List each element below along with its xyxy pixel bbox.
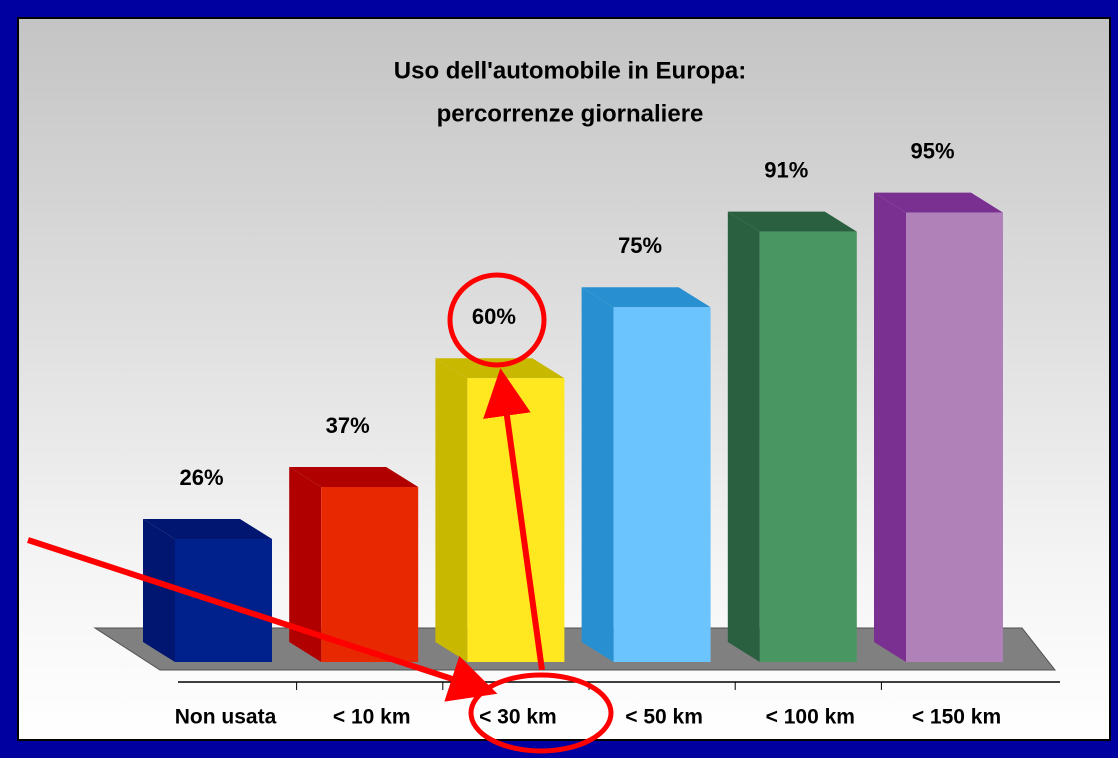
annotations: [27, 272, 614, 754]
bar-top: [143, 519, 272, 540]
bar-side: [289, 466, 322, 662]
bar-side: [143, 519, 175, 662]
bar-top: [581, 287, 711, 308]
bar-top: [874, 192, 1003, 213]
bar-side: [727, 211, 760, 662]
bar: [175, 539, 272, 662]
arrow: [27, 537, 498, 702]
x-tick-label: < 30 km: [479, 706, 557, 729]
x-tick-label: < 10 km: [333, 706, 411, 729]
x-tick-label: Non usata: [175, 706, 277, 729]
data-label: 60%: [472, 304, 516, 329]
data-label: 75%: [618, 233, 662, 258]
bar: [613, 307, 711, 662]
arrow: [483, 368, 545, 671]
bar-top: [727, 211, 857, 232]
data-label: 26%: [179, 465, 223, 490]
chart-subtitle: percorrenze giornaliere: [437, 100, 704, 127]
x-tick-label: < 50 km: [625, 706, 703, 729]
bar-side: [581, 287, 614, 662]
bar: [759, 231, 857, 662]
bar-side: [874, 192, 906, 662]
data-label: 91%: [764, 157, 808, 182]
bar-side: [435, 358, 468, 662]
bar: [906, 212, 1003, 662]
highlight-circle: [447, 272, 547, 368]
highlight-circle: [468, 672, 614, 754]
bar: [321, 486, 419, 662]
x-tick-label: < 150 km: [912, 706, 1001, 729]
data-label: 95%: [910, 138, 954, 163]
chart-title: Uso dell'automobile in Europa:: [394, 57, 746, 84]
bar: [467, 378, 565, 662]
x-tick-label: < 100 km: [766, 706, 855, 729]
bar-top: [289, 466, 419, 487]
data-label: 37%: [326, 413, 370, 438]
